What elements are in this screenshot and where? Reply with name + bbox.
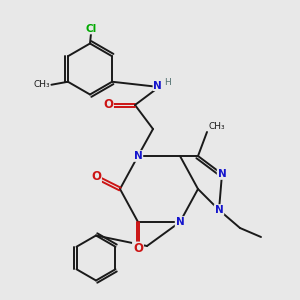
Text: CH₃: CH₃ [33, 80, 50, 89]
Text: N: N [134, 151, 142, 161]
Text: CH₃: CH₃ [208, 122, 225, 130]
Text: O: O [133, 242, 143, 256]
Text: N: N [176, 217, 184, 227]
Text: H: H [164, 78, 171, 87]
Text: N: N [218, 169, 226, 179]
Text: Cl: Cl [86, 23, 97, 34]
Text: O: O [91, 170, 101, 184]
Text: N: N [153, 80, 162, 91]
Text: O: O [103, 98, 113, 112]
Text: N: N [214, 205, 224, 215]
